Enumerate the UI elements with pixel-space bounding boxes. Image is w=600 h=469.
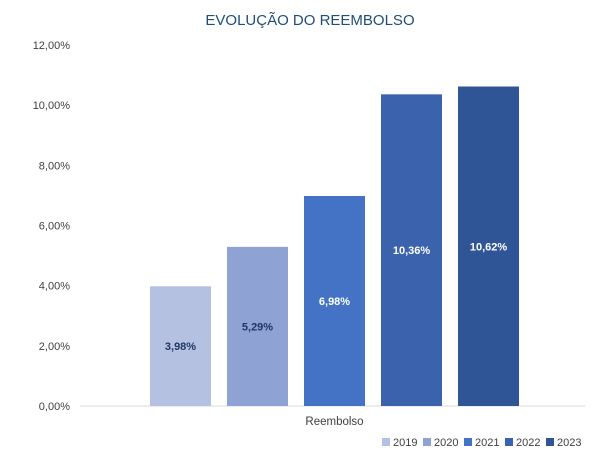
y-tick-label: 4,00% [39,281,70,293]
legend-swatch-2019 [382,438,390,446]
legend: 2019 2020 2021 2022 2023 [382,437,581,449]
legend-label-2020: 2020 [434,437,458,449]
bar-2020 [227,246,288,406]
x-axis: Reembolso [305,416,363,428]
legend-swatch-2020 [423,438,431,446]
data-label-2021: 6,98% [319,296,350,308]
y-tick-label: 2,00% [39,341,70,353]
y-tick-label: 12,00% [33,40,71,52]
data-label-2019: 3,98% [165,341,196,353]
y-tick-label: 0,00% [39,401,70,413]
legend-swatch-2022 [505,438,513,446]
data-label-2020: 5,29% [242,321,273,333]
chart-title: EVOLUÇÃO DO REEMBOLSO [205,12,414,29]
bar-2019 [150,286,211,406]
data-label-2023: 10,62% [470,241,508,253]
y-tick-label: 10,00% [33,100,71,112]
bar-2022 [381,94,442,406]
y-tick-label: 8,00% [39,160,70,172]
legend-swatch-2021 [464,438,472,446]
bar-2023 [458,86,519,406]
legend-label-2019: 2019 [393,437,417,449]
bar-2021 [304,196,365,406]
x-category-label: Reembolso [305,416,363,428]
legend-swatch-2023 [546,438,554,446]
data-label-2022: 10,36% [393,245,431,257]
y-tick-label: 6,00% [39,221,70,233]
legend-label-2022: 2022 [516,437,540,449]
legend-label-2021: 2021 [475,437,499,449]
legend-label-2023: 2023 [557,437,581,449]
y-axis: 0,00% 2,00% 4,00% 6,00% 8,00% 10,00% 12,00% [33,40,71,413]
bars: 3,98% 5,29% 6,98% 10,36% 10,62% [150,86,519,406]
